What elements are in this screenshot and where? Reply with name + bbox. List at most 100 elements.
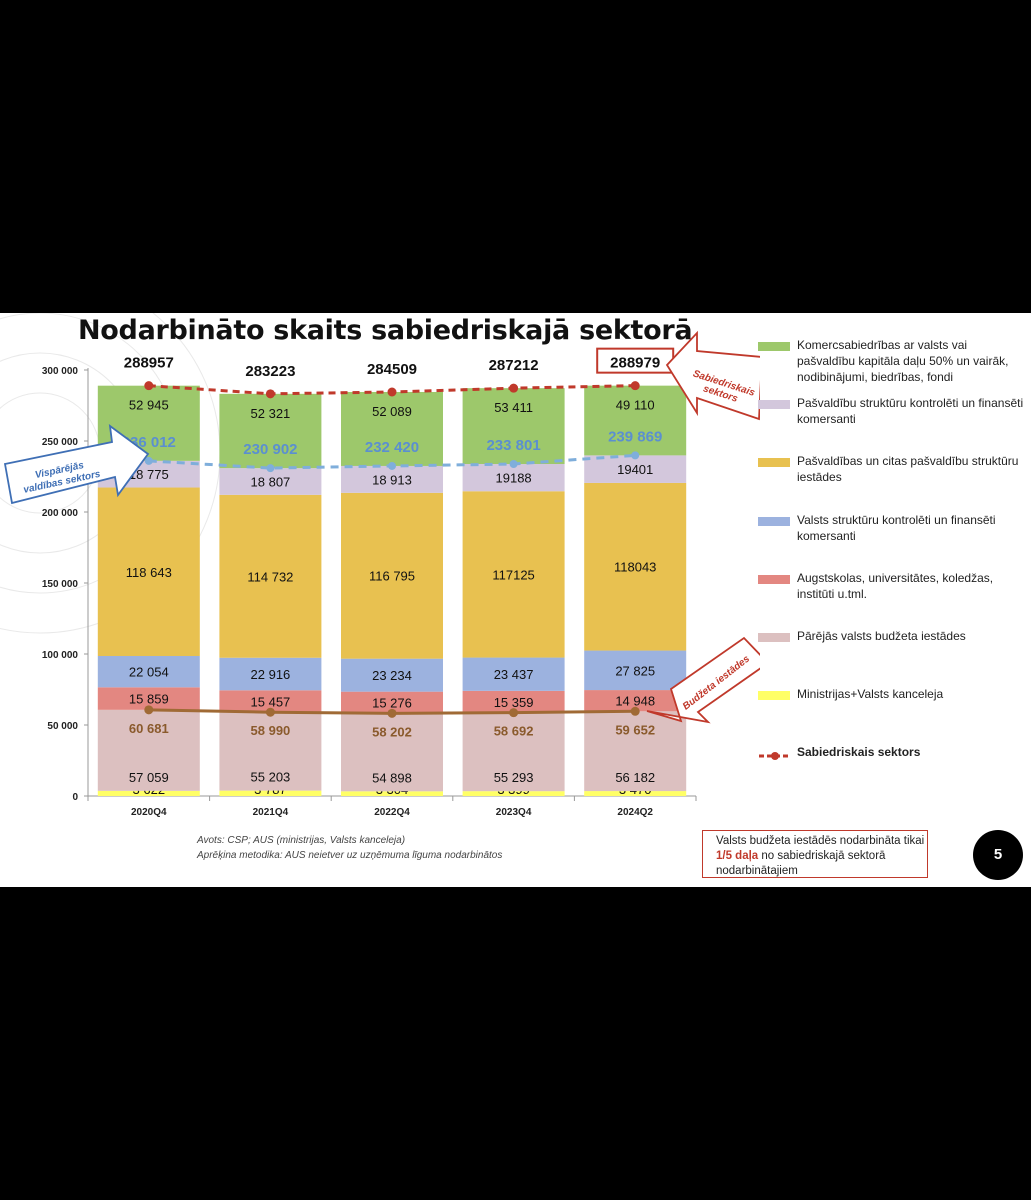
legend-label: Komercsabiedrības ar valsts vai pašvaldī…: [797, 338, 1009, 384]
line-value-label: 58 692: [494, 724, 534, 739]
y-tick-label: 250 000: [42, 437, 79, 448]
bar-value-label: 116 795: [369, 569, 415, 584]
total-value-label: 287212: [489, 357, 539, 374]
bar-segment: [584, 650, 687, 691]
bar-value-label: 18 807: [251, 474, 291, 489]
line-point: [265, 389, 275, 399]
bar-segment: [219, 494, 322, 658]
legend-label: Pašvaldību struktūru kontrolēti un finan…: [797, 396, 1024, 426]
arrow-budzeta: [646, 636, 760, 724]
legend-swatch: [758, 633, 790, 642]
callout-prefix: Valsts budžeta iestādēs nodarbināta tika…: [716, 835, 925, 847]
bar-segment: [341, 465, 443, 493]
line-point: [630, 381, 640, 391]
bar-value-label: 22 916: [251, 667, 291, 682]
y-tick-label: 150 000: [42, 579, 79, 590]
line-point: [387, 708, 397, 718]
bar-value-label: 18 913: [372, 472, 412, 487]
bar-value-label: 56 182: [615, 770, 655, 785]
legend-label: Ministrijas+Valsts kanceleja: [797, 687, 944, 701]
bar-value-label: 18 775: [129, 467, 169, 482]
total-value-label: 288979: [610, 355, 660, 372]
bar-segment: [219, 712, 322, 791]
x-tick-label: 2021Q4: [253, 807, 289, 818]
source-line: Avots: CSP; AUS (ministrijas, Valsts kan…: [197, 835, 406, 846]
line-point: [387, 387, 397, 397]
bar-segment: [97, 709, 200, 791]
legend-swatch: [758, 400, 790, 409]
bar-segment: [341, 713, 443, 792]
x-tick-label: 2023Q4: [496, 807, 532, 818]
line-value-label: 58 202: [372, 724, 412, 739]
bar-segment: [219, 468, 322, 495]
y-tick-label: 50 000: [47, 721, 78, 732]
bar-segment: [462, 464, 565, 492]
x-tick-label: 2020Q4: [131, 807, 167, 818]
bar-value-label: 114 732: [247, 569, 293, 584]
line-point: [144, 705, 154, 715]
arrow-visparejas: [3, 424, 150, 505]
line-point: [631, 451, 640, 460]
bar-value-label: 52 945: [129, 398, 169, 413]
bar-value-label: 23 437: [494, 667, 534, 682]
bar-segment: [219, 393, 322, 469]
line-point: [266, 464, 275, 473]
bar-segment: [584, 482, 687, 651]
line-point: [144, 456, 153, 465]
legend-swatch: [758, 458, 790, 467]
legend-label: Augstskolas, universitātes, koledžas, in…: [797, 571, 994, 601]
bar-value-label: 15 859: [129, 692, 169, 707]
bar-segment: [462, 791, 565, 796]
line-point: [388, 461, 396, 470]
stacked-bar-chart: 0 50 000 100 000 150 000 200 000 250 000 300 0…: [0, 313, 760, 818]
legend-label: Valsts struktūru kontrolēti un finansēti…: [797, 513, 996, 543]
bar-value-label: 14 948: [615, 694, 655, 709]
bar-value-label: 22 054: [129, 665, 169, 680]
arrow-sabiedriskais: [665, 330, 760, 421]
bar-segment: [462, 690, 565, 713]
line-point: [509, 383, 519, 393]
legend-label: Pārējās valsts budžeta iestādes: [797, 629, 966, 643]
bar-segment: [462, 657, 565, 691]
legend-label: Sabiedriskais sektors: [797, 745, 921, 759]
methodology-line: Aprēķina metodika: AUS neietver uz uzņēm…: [197, 850, 503, 861]
callout-suffix: no sabiedriskajā sektorā nodarbinātajiem: [716, 850, 886, 877]
legend-swatch: [758, 575, 790, 584]
summary-callout: Valsts budžeta iestādēs nodarbināta tika…: [702, 830, 928, 878]
x-tick-label: 2022Q4: [374, 807, 410, 818]
y-tick-label: 200 000: [42, 508, 79, 519]
bar-segment: [341, 391, 443, 466]
line-point: [509, 708, 519, 718]
bar-segment: [97, 487, 200, 656]
bar-value-label: 15 276: [372, 696, 412, 711]
y-tick-label: 300 000: [42, 366, 79, 377]
bar-segment: [584, 791, 687, 796]
bar-value-label: 27 825: [615, 663, 655, 678]
bar-value-label: 118 643: [126, 565, 172, 580]
bar-value-label: 117125: [492, 567, 534, 582]
callout-highlight: 1/5 daļa: [716, 850, 759, 862]
chart-title: Nodarbināto skaits sabiedriskajā sektorā: [78, 315, 693, 346]
line-value-label: 233 801: [486, 437, 540, 454]
line-point: [265, 707, 275, 717]
bar-value-label: 55 293: [494, 770, 534, 785]
line-value-label: 58 990: [251, 723, 291, 738]
bar-segment: [462, 712, 565, 792]
legend-swatch: [758, 342, 790, 351]
total-value-label: 283223: [245, 363, 295, 380]
bar-value-label: 118043: [614, 560, 656, 575]
bar-segment: [97, 790, 200, 796]
bar-segment: [584, 385, 687, 456]
bar-segment: [462, 388, 565, 465]
bar-value-label: 53 411: [494, 400, 533, 415]
bar-segment: [341, 791, 443, 796]
line-value-label: 239 869: [608, 428, 662, 445]
bar-segment: [219, 790, 322, 796]
bar-value-label: 57 059: [129, 770, 169, 785]
legend-line-marker: [759, 752, 791, 760]
bar-segment: [341, 691, 443, 714]
legend-label: Pašvaldības un citas pašvaldību struktūr…: [797, 454, 1019, 484]
line-point: [509, 460, 518, 469]
legend-swatch: [758, 691, 790, 700]
bar-segment: [219, 657, 322, 691]
